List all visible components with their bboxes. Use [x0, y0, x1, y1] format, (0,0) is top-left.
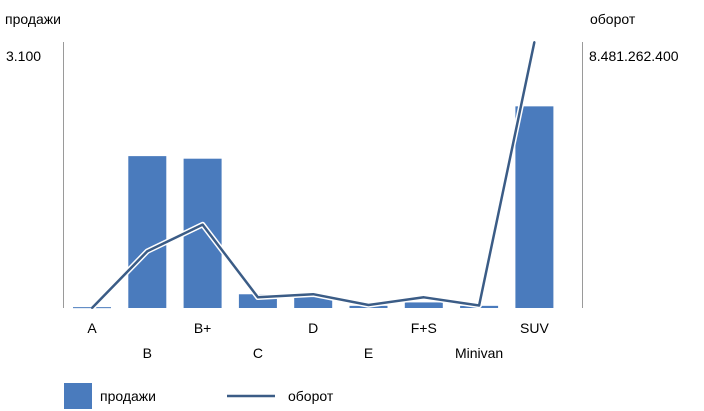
x-tick-label: E: [364, 345, 373, 361]
right-axis-label: оборот: [590, 11, 636, 27]
legend-label-turnover: оборот: [288, 388, 334, 404]
x-tick-label: SUV: [520, 320, 549, 336]
x-tick-label: A: [87, 320, 97, 336]
turnover-point-f-s: [422, 296, 425, 299]
turnover-point-b: [146, 250, 149, 253]
x-tick-label: B: [143, 345, 152, 361]
x-tick-labels: A B B+ C D E F+S Minivan SUV: [87, 320, 549, 361]
legend-label-sales: продажи: [100, 388, 156, 404]
turnover-point-minivan: [478, 304, 481, 307]
x-tick-label: F+S: [411, 320, 437, 336]
right-axis-max-label: 8.481.262.400: [589, 48, 679, 64]
bars-group: [73, 106, 554, 309]
line-series-group: [90, 41, 538, 310]
bar-f-s: [404, 302, 443, 308]
x-tick-label: C: [253, 345, 263, 361]
turnover-point-c: [256, 296, 259, 299]
legend: продажи оборот: [64, 383, 334, 409]
turnover-point-suv: [533, 41, 536, 43]
left-axis-max-label: 3.100: [6, 48, 41, 64]
x-tick-label: Minivan: [455, 345, 503, 361]
x-tick-label: D: [308, 320, 318, 336]
turnover-point-e: [367, 304, 370, 307]
left-axis-label: продажи: [5, 11, 61, 27]
bar-d: [294, 296, 333, 308]
turnover-point-d: [312, 293, 315, 296]
bar-suv: [515, 106, 554, 309]
x-tick-label: B+: [194, 320, 212, 336]
legend-swatch-sales: [64, 383, 92, 409]
turnover-point-b-: [201, 223, 204, 226]
bar-b: [128, 156, 167, 308]
turnover-point-a: [91, 307, 93, 309]
